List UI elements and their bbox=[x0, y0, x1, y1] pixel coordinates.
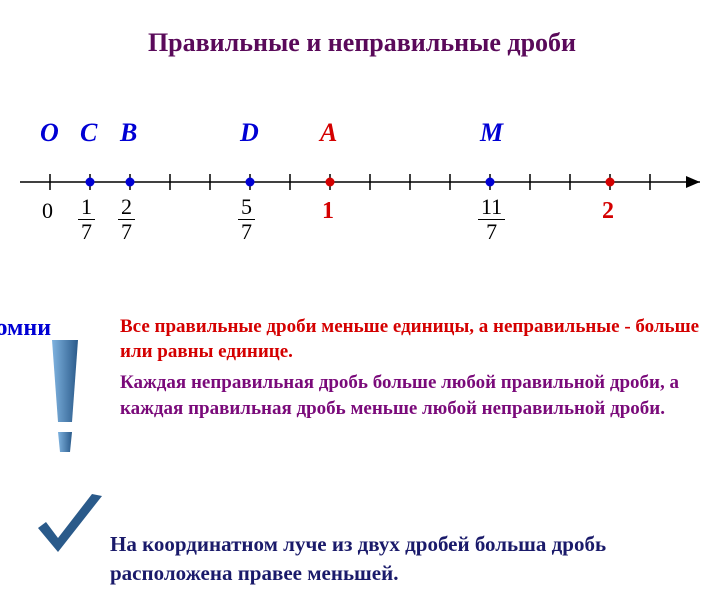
rule-purple: Каждая неправильная дробь больше любой п… bbox=[120, 370, 700, 421]
tick-label: 117 bbox=[478, 196, 505, 245]
tick-label: 17 bbox=[78, 196, 95, 245]
checkmark-icon bbox=[30, 490, 110, 570]
rule-navy: На координатном луче из двух дробей боль… bbox=[110, 530, 724, 589]
rule-red: Все правильные дроби меньше единицы, а н… bbox=[120, 315, 700, 364]
number-line-area: OCB D A M 0 17 27 57 1 117 2 bbox=[0, 118, 724, 298]
tick-label: 27 bbox=[118, 196, 135, 245]
tick-label: 2 bbox=[602, 198, 614, 225]
point-label-B: B bbox=[120, 118, 137, 148]
tick-label: 0 bbox=[42, 198, 53, 224]
tick-label: 1 bbox=[322, 198, 334, 225]
page-title: Правильные и неправильные дроби bbox=[0, 0, 724, 58]
number-line-svg bbox=[0, 154, 724, 214]
point-label-C: C bbox=[80, 118, 97, 148]
point-label-D: D bbox=[240, 118, 259, 148]
point-label-O: O bbox=[40, 118, 59, 148]
exclamation-icon bbox=[40, 340, 90, 460]
point-label-A: A bbox=[320, 118, 337, 148]
tick-label: 57 bbox=[238, 196, 255, 245]
remember-label: апомни bbox=[0, 315, 51, 342]
point-label-M: M bbox=[480, 118, 503, 148]
